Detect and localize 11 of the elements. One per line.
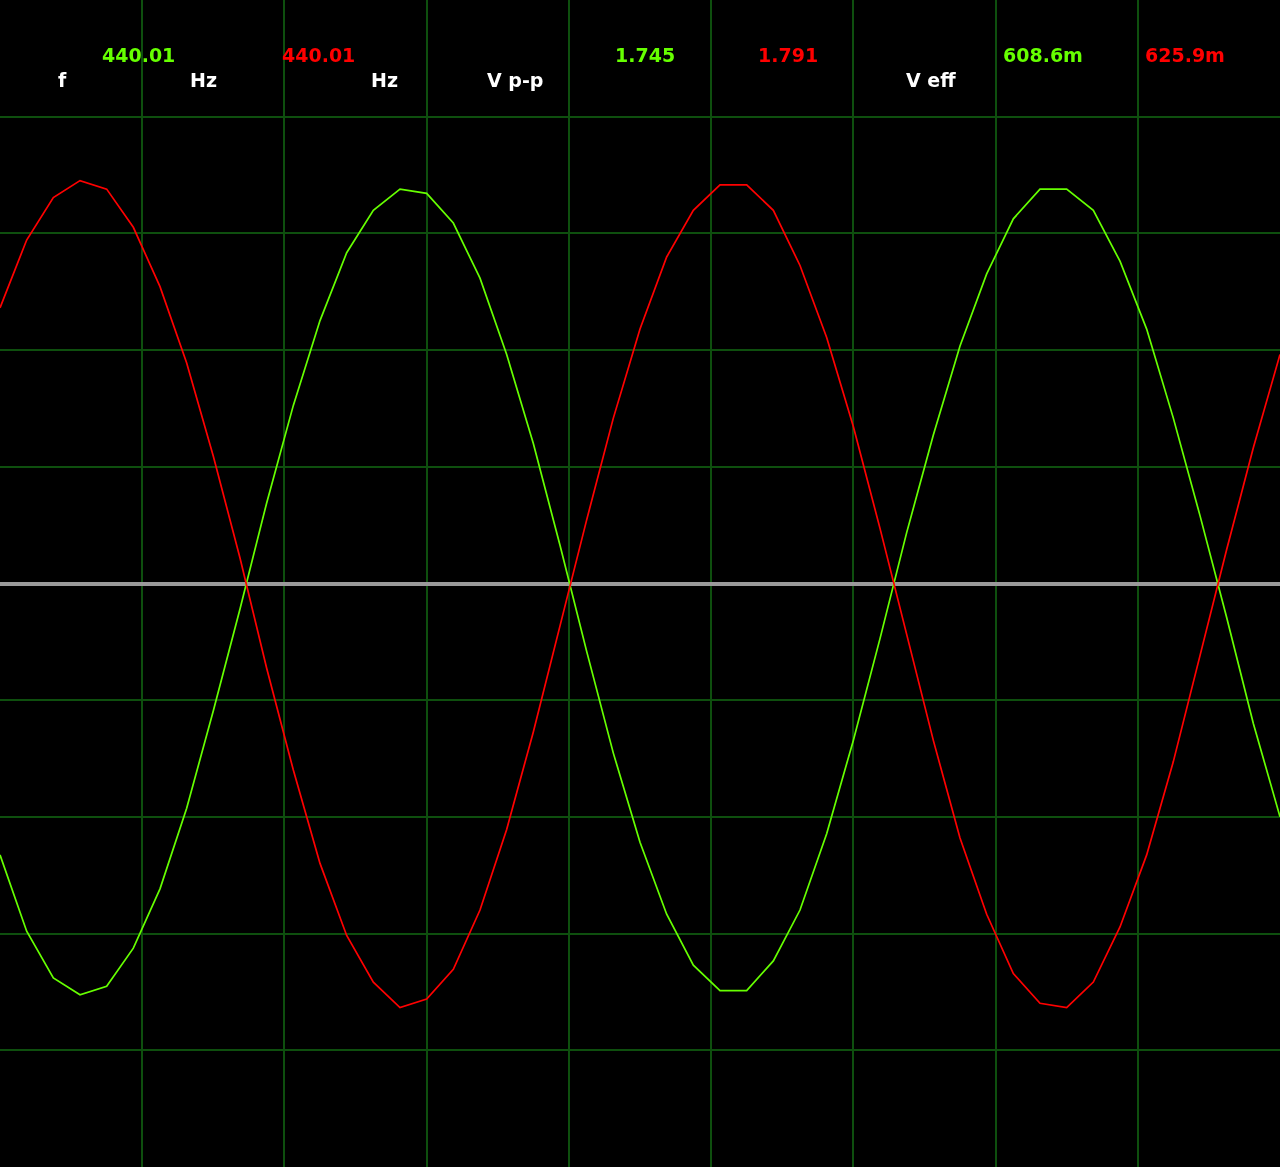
text: V eff (906, 69, 957, 91)
text: V p-p (487, 69, 544, 91)
text: Hz (190, 69, 217, 91)
text: f (58, 69, 67, 91)
text: 440.01 (282, 44, 356, 66)
text: 608.6m (1003, 44, 1083, 66)
text: 625.9m (1145, 44, 1225, 66)
text: 440.01 (102, 44, 176, 66)
text: 1.745 (615, 44, 676, 66)
text: 1.791 (758, 44, 819, 66)
text: Hz (371, 69, 398, 91)
